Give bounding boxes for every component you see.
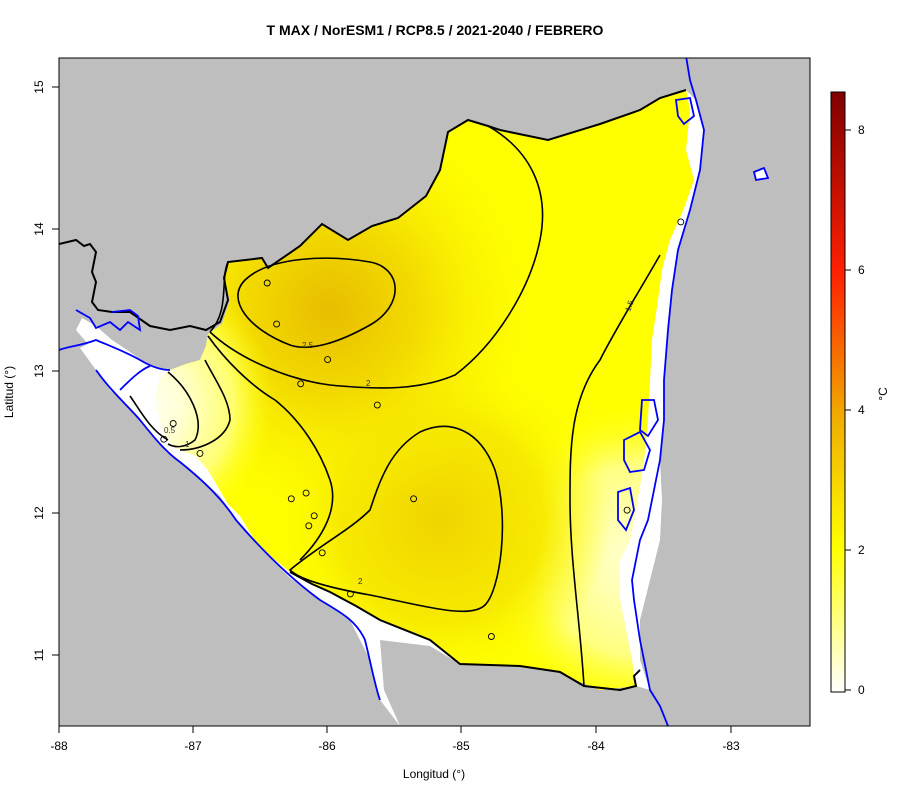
contour-2-south [288, 425, 504, 613]
colorbar-gradient [830, 91, 846, 693]
colorbar-tick-label: 8 [858, 123, 865, 137]
contour-2.5-north [237, 257, 396, 349]
station-marker [297, 380, 305, 388]
y-tick-label: 13 [32, 364, 46, 378]
colorbar-unit-label: °C [876, 387, 890, 401]
y-tick-label: 15 [32, 80, 46, 94]
station-marker [287, 495, 295, 503]
contour-label-2.5: 2.5 [302, 341, 314, 350]
contour-labels: 0.5 1 1.5 2 2 2.5 [164, 299, 636, 586]
station-marker [318, 549, 326, 557]
coast-lagoon-a [639, 399, 659, 438]
coast-gulf-fonseca [75, 309, 142, 332]
y-axis: 11 12 13 14 15 Latitud (°) [2, 80, 60, 661]
station-marker [263, 279, 271, 287]
station-marker [305, 522, 313, 530]
border-north [59, 89, 687, 332]
caribbean-land [640, 80, 810, 726]
station-marker [346, 590, 354, 598]
y-tick-label: 14 [32, 222, 46, 236]
chart-title: T MAX / NorESM1 / RCP8.5 / 2021-2040 / F… [267, 22, 604, 38]
colorbar-tick-label: 6 [858, 263, 865, 277]
station-marker [196, 449, 204, 457]
coast-lagoon-c [617, 486, 635, 532]
station-marker [623, 506, 631, 514]
contour-label-2-south: 2 [358, 577, 363, 586]
contour-0.5 [129, 395, 169, 441]
station-marker [677, 218, 685, 226]
x-axis: -88 -87 -86 -85 -84 -83 Longitud (°) [50, 725, 740, 781]
contour-1.5-b [179, 359, 231, 451]
x-tick-label: -88 [50, 739, 68, 753]
x-tick-label: -87 [184, 739, 202, 753]
colorbar: 0 2 4 6 8 °C [830, 91, 890, 697]
y-tick-label: 12 [32, 506, 46, 520]
border-south [289, 571, 641, 692]
station-marker [160, 435, 168, 443]
contour-label-1.5: 1.5 [623, 299, 635, 313]
el-salvador-land [59, 348, 400, 726]
coast-lagoon-d [674, 96, 696, 126]
station-marker [302, 489, 310, 497]
x-tick-label: -86 [318, 739, 336, 753]
colorbar-tick-label: 2 [858, 543, 865, 557]
station-marker [273, 320, 281, 328]
contour-label-2-north: 2 [366, 379, 371, 388]
coast-pacific [59, 339, 381, 701]
station-marker [373, 401, 381, 409]
country-borders [59, 89, 687, 692]
station-marker [310, 512, 318, 520]
x-tick-label: -83 [722, 739, 740, 753]
station-marker [410, 495, 418, 503]
contour-label-1: 1 [185, 440, 190, 449]
station-marker [324, 356, 332, 364]
map-layers: 0.5 1 1.5 2 2 2.5 [59, 58, 810, 726]
x-tick-label: -84 [587, 739, 605, 753]
contour-1.5-a [207, 335, 334, 561]
contour-1 [167, 371, 199, 448]
island [752, 166, 770, 182]
contour-1.5-east [569, 254, 661, 687]
station-marker [487, 633, 495, 640]
station-markers [160, 218, 685, 640]
coast-lagoon-b [623, 430, 651, 473]
contour-label-0.5: 0.5 [164, 426, 176, 435]
colorbar-tick-label: 0 [858, 683, 865, 697]
x-tick-label: -85 [452, 739, 470, 753]
x-axis-label: Longitud (°) [403, 767, 465, 781]
y-axis-label: Latitud (°) [2, 366, 16, 418]
honduras-land [59, 58, 810, 370]
station-marker [169, 420, 177, 427]
y-tick-label: 11 [32, 648, 46, 661]
coast-caribbean [631, 58, 705, 726]
coastline [59, 58, 770, 726]
colorbar-tick-label: 4 [858, 403, 865, 417]
costa-rica-land [380, 640, 668, 726]
